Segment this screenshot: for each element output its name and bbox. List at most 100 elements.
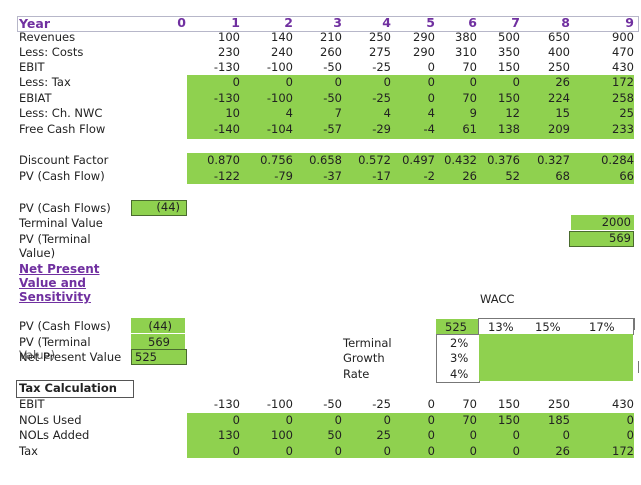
tax-row-value: 26 [555,444,570,458]
row-value: 310 [455,45,477,59]
tax-row-value: -50 [323,397,342,411]
row-value: 0 [334,75,342,89]
row-value: 233 [612,122,634,136]
npv-pv-cash-flows-value: (44) [148,319,172,333]
row-value: -29 [372,122,391,136]
year-header-9: 9 [625,15,634,30]
pv-terminal-cell[interactable] [569,231,634,247]
tax-row-value: 0 [469,428,477,442]
terminal-growth-label-2: Growth [343,351,385,365]
npv-pv-terminal-cell[interactable] [131,334,185,349]
tax-row-value: 0 [626,413,634,427]
row-value: 0 [383,75,391,89]
npv-value: 525 [135,350,157,364]
wacc-value-2[interactable]: 17% [589,320,615,334]
tax-row-label: NOLs Added [19,428,90,442]
sensitivity-corner-value: 525 [445,320,467,334]
row-value: 224 [548,91,570,105]
row-value: -50 [323,91,342,105]
row-value: 150 [498,91,520,105]
discount-row-value: 0.327 [537,153,570,167]
tax-row-label: NOLs Used [19,413,82,427]
tax-row-value: 150 [498,413,520,427]
pv-terminal-label-2: Value) [19,246,56,260]
tax-row-value: -130 [213,397,240,411]
row-value: 140 [271,30,293,44]
tax-row-value: 172 [612,444,634,458]
main-green-block [187,75,634,139]
row-value: 12 [505,106,520,120]
discount-row-value: -37 [323,169,342,183]
row-value: 230 [218,45,240,59]
row-label: Less: Tax [19,75,71,89]
row-value: -57 [323,122,342,136]
row-value: 0 [285,75,293,89]
tax-row-value: 0 [562,428,570,442]
discount-row-value: -17 [372,169,391,183]
row-value: -130 [213,60,240,74]
wacc-value-1[interactable]: 15% [535,320,561,334]
tax-row-value: 0 [469,444,477,458]
tax-row-value: 130 [218,428,240,442]
row-value: 258 [612,91,634,105]
discount-row-value: 0.572 [358,153,391,167]
row-value: 650 [548,30,570,44]
scroll-tick-2 [638,361,639,373]
sensitivity-results-block[interactable] [479,334,633,381]
growth-value-1[interactable]: 3% [450,351,469,365]
npv-pv-cash-flows-cell[interactable] [131,318,185,333]
sensitivity-corner-cell[interactable] [436,319,478,334]
row-value: 290 [413,30,435,44]
tax-row-value: 0 [285,444,293,458]
discount-row-value: 0.432 [444,153,477,167]
row-value: 400 [548,45,570,59]
npv-title-2: Value and [19,276,86,290]
row-value: 25 [619,106,634,120]
terminal-value-cell[interactable] [571,215,634,230]
tax-row-value: 0 [427,428,435,442]
row-value: 70 [462,91,477,105]
growth-value-2[interactable]: 4% [450,367,469,381]
tax-row-value: 0 [512,428,520,442]
discount-green-block [187,153,634,184]
terminal-growth-label-1: Terminal [343,336,392,350]
row-value: 70 [462,60,477,74]
row-value: -100 [266,60,293,74]
npv-pv-cash-flows-label: PV (Cash Flows) [19,319,111,333]
terminal-growth-label-3: Rate [343,367,370,381]
row-value: 4 [427,106,435,120]
discount-row-label: Discount Factor [19,153,109,167]
row-value: 260 [320,45,342,59]
pv-cash-flows-cell[interactable] [131,200,187,216]
npv-pv-terminal-label: PV (Terminal [19,335,91,349]
row-value: -50 [323,60,342,74]
row-label: Free Cash Flow [19,122,106,136]
row-value: -4 [423,122,435,136]
discount-row-value: 0.756 [260,153,293,167]
npv-cell[interactable] [131,349,187,365]
tax-row-value: 0 [626,428,634,442]
tax-row-value: 0 [427,397,435,411]
row-value: 240 [271,45,293,59]
tax-row-value: 0 [334,413,342,427]
row-value: 250 [548,60,570,74]
row-value: 9 [469,106,477,120]
discount-row-value: 68 [555,169,570,183]
growth-value-0[interactable]: 2% [450,336,469,350]
tax-green-block [187,413,634,458]
wacc-value-0[interactable]: 13% [488,320,514,334]
row-value: 0 [427,60,435,74]
row-value: 172 [612,75,634,89]
discount-row-value: 0.284 [601,153,634,167]
row-value: 210 [320,30,342,44]
row-value: 900 [612,30,634,44]
tax-row-value: 70 [462,413,477,427]
row-value: -130 [213,91,240,105]
year-header-0: 0 [177,15,186,30]
tax-row-value: 0 [334,444,342,458]
discount-row-value: -2 [423,169,435,183]
discount-row-value: -79 [274,169,293,183]
row-value: 500 [498,30,520,44]
tax-row-value: 0 [427,413,435,427]
discount-row-value: 0.497 [402,153,435,167]
